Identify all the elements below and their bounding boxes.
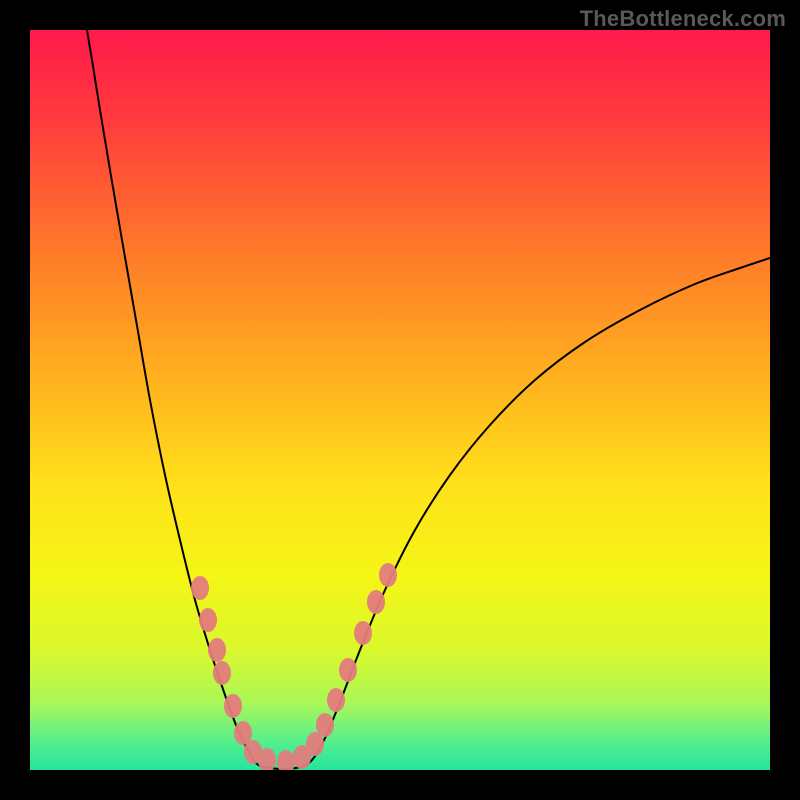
marker-dot [224, 694, 242, 718]
watermark-text: TheBottleneck.com [580, 6, 786, 32]
marker-dot [339, 658, 357, 682]
marker-dot [208, 638, 226, 662]
marker-dot [379, 563, 397, 587]
marker-dot [258, 748, 276, 772]
chart-frame: TheBottleneck.com [0, 0, 800, 800]
marker-dot [327, 688, 345, 712]
marker-dot [316, 713, 334, 737]
chart-svg [0, 0, 800, 800]
marker-dot [367, 590, 385, 614]
marker-dot [354, 621, 372, 645]
gradient-background [30, 30, 770, 770]
marker-dot [199, 608, 217, 632]
marker-dot [191, 576, 209, 600]
marker-dot [213, 661, 231, 685]
